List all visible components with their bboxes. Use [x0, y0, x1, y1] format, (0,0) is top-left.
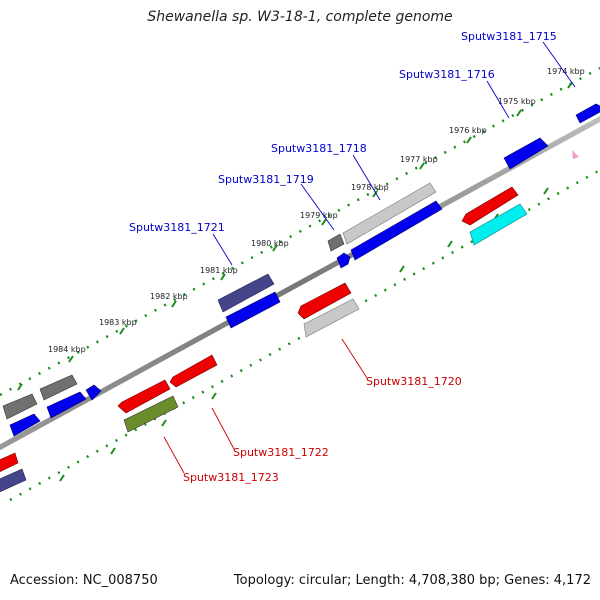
direction-marker [572, 150, 579, 159]
gene-arrow-e [85, 384, 102, 401]
gene-label-1723: Sputw3181_1723 [183, 471, 279, 484]
kbp-1977: 1977 kbp [400, 155, 438, 164]
kbp-1978: 1978 kbp [351, 183, 389, 192]
kbp-1981: 1981 kbp [200, 266, 238, 275]
gene-arrow-d [9, 413, 41, 437]
kbp-labels: 1974 kbp 1975 kbp 1976 kbp 1977 kbp 1978… [48, 67, 585, 354]
kbp-1980: 1980 kbp [251, 239, 289, 248]
gene-arrow-1720d [303, 298, 360, 338]
gene-arrow-1715 [575, 103, 600, 124]
gene-arrow-1718 [350, 200, 443, 261]
gene-label-1719: Sputw3181_1719 [218, 173, 314, 186]
gene-arrow-a [39, 374, 78, 401]
kbp-1974: 1974 kbp [547, 67, 585, 76]
gene-arrow-1720c [297, 282, 352, 320]
gene-arrow-f [0, 452, 19, 472]
genome-backbone [0, 116, 600, 451]
kbp-1979: 1979 kbp [300, 211, 338, 220]
gene-arrow-1717 [342, 182, 437, 245]
gene-arrow-1723 [123, 395, 179, 433]
gene-arrow-1719b [336, 252, 351, 269]
gene-label-1715: Sputw3181_1715 [461, 30, 557, 43]
kbp-tick-marks [17, 81, 573, 482]
gene-arrow-1720b [469, 203, 528, 246]
kbp-1976: 1976 kbp [449, 126, 487, 135]
gene-arrow-1721b [225, 291, 281, 329]
map-title: Shewanella sp. W3-18-1, complete genome [147, 9, 453, 25]
gene-arrow-1722a [169, 354, 218, 388]
gene-arrow-1722b [117, 379, 171, 414]
label-leader-lines [163, 41, 576, 474]
kbp-1984: 1984 kbp [48, 345, 86, 354]
gene-label-1716: Sputw3181_1716 [399, 68, 495, 81]
gene-arrow-1719 [327, 233, 345, 252]
kbp-1975: 1975 kbp [498, 97, 536, 106]
kbp-1982: 1982 kbp [150, 292, 188, 301]
gene-arrow-1720a [461, 186, 519, 226]
gene-labels: Sputw3181_1715 Sputw3181_1716 Sputw3181_… [129, 30, 557, 484]
gene-label-1721: Sputw3181_1721 [129, 221, 225, 234]
gene-arrow-g [0, 468, 27, 493]
kbp-1983: 1983 kbp [99, 318, 137, 327]
forward-strand-genes [0, 103, 600, 493]
genome-summary-text: Topology: circular; Length: 4,708,380 bp… [233, 573, 591, 588]
gene-arrow-1716 [503, 137, 549, 170]
gene-arrow-1721 [217, 273, 275, 313]
gene-label-1720: Sputw3181_1720 [366, 375, 462, 388]
gene-arrow-b [2, 393, 38, 420]
gene-arrow-c [46, 391, 87, 419]
reverse-strand-genes [117, 150, 579, 433]
outer-dotted-ring [0, 66, 600, 397]
gene-label-1718: Sputw3181_1718 [271, 142, 367, 155]
accession-text: Accession: NC_008750 [10, 573, 158, 588]
gene-label-1722: Sputw3181_1722 [233, 446, 329, 459]
